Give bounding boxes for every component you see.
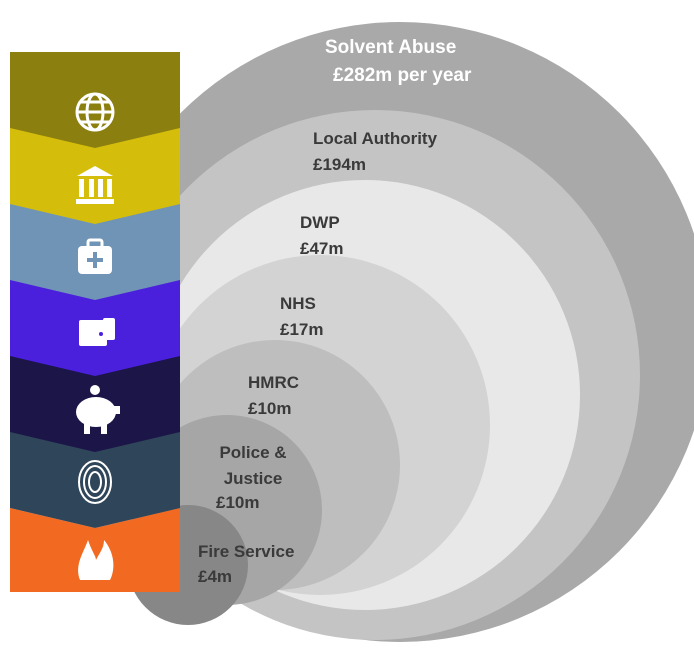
layer-amount: £10m [248, 399, 292, 418]
band [10, 52, 180, 148]
wallet-icon [79, 318, 115, 346]
layer-name: Police & Justice [219, 443, 287, 488]
layer-name: NHS [280, 294, 316, 313]
fire-icon [78, 540, 114, 580]
subtitle: £282m per year [333, 65, 472, 86]
layer-amount: £194m [313, 155, 366, 174]
layer-name: DWP [300, 213, 340, 232]
medical-icon [78, 238, 112, 274]
layer-amount: £4m [198, 567, 233, 586]
layer-amount: £17m [280, 320, 324, 339]
layer-amount: £10m [216, 493, 260, 512]
layer-amount: £47m [300, 239, 344, 258]
title: Solvent Abuse [325, 37, 457, 58]
fingerprint-icon [78, 460, 112, 504]
bank-icon [76, 166, 114, 204]
layer-name: Local Authority [313, 129, 438, 148]
layer-name: Fire Service [198, 542, 295, 561]
band [10, 508, 180, 592]
layer-name: HMRC [248, 373, 299, 392]
globe-icon [75, 92, 115, 132]
band [10, 432, 180, 528]
piggy-icon [76, 385, 120, 434]
